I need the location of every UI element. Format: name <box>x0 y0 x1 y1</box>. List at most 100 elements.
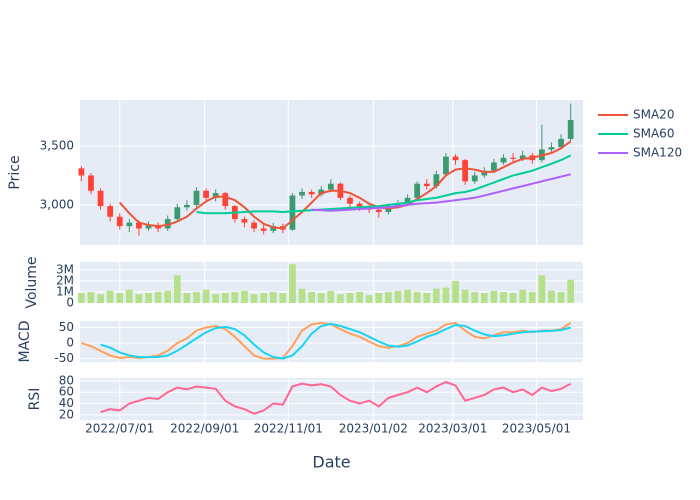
bar <box>183 293 191 303</box>
bar <box>471 291 479 303</box>
bar <box>442 287 450 303</box>
candle-body <box>308 191 315 195</box>
line <box>311 173 571 212</box>
candle-body <box>260 228 267 231</box>
candle-body <box>88 175 94 191</box>
bar <box>154 291 162 303</box>
bar <box>145 293 152 303</box>
candle-body <box>423 183 430 187</box>
bar <box>202 289 210 303</box>
bar <box>394 290 402 303</box>
y-tick-label: -50 <box>54 351 74 365</box>
candle-body <box>519 155 526 159</box>
bar <box>548 290 555 303</box>
bar <box>193 291 200 303</box>
bar <box>106 290 114 303</box>
line <box>118 140 572 230</box>
bar <box>327 290 335 303</box>
bar <box>231 291 239 303</box>
candle-body <box>375 209 382 212</box>
bar <box>375 293 383 303</box>
bar <box>298 288 306 303</box>
bar <box>317 293 325 303</box>
candle-body <box>347 197 353 204</box>
legend-label: SMA120 <box>633 146 682 160</box>
bar <box>241 290 248 303</box>
bar <box>173 275 181 303</box>
candle-body <box>203 190 209 198</box>
candle-body <box>107 206 114 217</box>
y-tick-label: 3M <box>56 262 74 276</box>
line <box>100 322 571 360</box>
y-axis-title: RSI <box>27 388 43 411</box>
bar <box>78 293 85 303</box>
bar <box>260 293 268 303</box>
x-tick-label: 2023/03/01 <box>418 422 487 436</box>
bar <box>97 294 104 303</box>
legend-label: SMA60 <box>633 127 674 141</box>
candle-body <box>222 193 229 207</box>
x-tick-label: 2022/09/01 <box>170 422 239 436</box>
y-tick-label: 0 <box>66 336 74 350</box>
candle-body <box>558 138 564 148</box>
y-tick-label: 3,500 <box>40 138 74 152</box>
candle-body <box>414 183 421 198</box>
candle-body <box>481 170 488 176</box>
candle-body <box>356 203 363 208</box>
candle-body <box>500 157 507 163</box>
bar <box>116 293 124 303</box>
legend-label: SMA20 <box>633 108 674 122</box>
candle-body <box>251 222 257 229</box>
y-axis-title: MACD <box>17 321 33 363</box>
bar <box>557 291 565 303</box>
plot-background <box>80 100 583 245</box>
bar <box>509 293 517 303</box>
bar <box>413 291 421 303</box>
y-tick-label: 20 <box>59 407 74 421</box>
line <box>196 154 572 215</box>
bar <box>461 289 469 303</box>
x-tick-label: 2023/05/01 <box>502 422 571 436</box>
y-axis-title: Price <box>7 155 23 189</box>
bar <box>269 291 277 303</box>
line <box>100 380 572 415</box>
bar <box>87 291 95 303</box>
plot-background <box>80 378 583 420</box>
bar <box>423 293 431 303</box>
candle-body <box>116 216 123 227</box>
bar <box>404 289 411 303</box>
candle-body <box>433 174 440 187</box>
bar <box>212 294 220 303</box>
y-tick-label: 1M <box>56 284 74 298</box>
candle-body <box>241 219 248 223</box>
bar <box>164 290 172 303</box>
bar <box>567 279 575 303</box>
candle-body <box>289 195 296 230</box>
candle-body <box>567 120 574 139</box>
bar <box>125 289 133 303</box>
bar <box>279 293 287 303</box>
candle-body <box>471 175 478 182</box>
candle-body <box>136 222 142 229</box>
candle-body <box>299 191 305 196</box>
bar <box>528 291 536 303</box>
bar <box>432 288 440 303</box>
y-tick-label: 0 <box>66 296 74 310</box>
candle-body <box>184 204 190 208</box>
y-tick-label: 50 <box>59 320 74 334</box>
candle-body <box>270 226 277 231</box>
bar <box>337 294 344 303</box>
candle-body <box>404 197 411 204</box>
line <box>81 321 572 360</box>
candle-body <box>174 207 181 220</box>
candle-body <box>510 157 516 159</box>
candle-body <box>395 203 401 207</box>
bar <box>500 291 507 303</box>
candle-body <box>126 222 133 227</box>
candle-body <box>452 156 459 161</box>
candle-body <box>491 162 497 171</box>
x-tick-label: 2023/01/02 <box>339 422 408 436</box>
y-axis-title: Volume <box>24 256 40 308</box>
